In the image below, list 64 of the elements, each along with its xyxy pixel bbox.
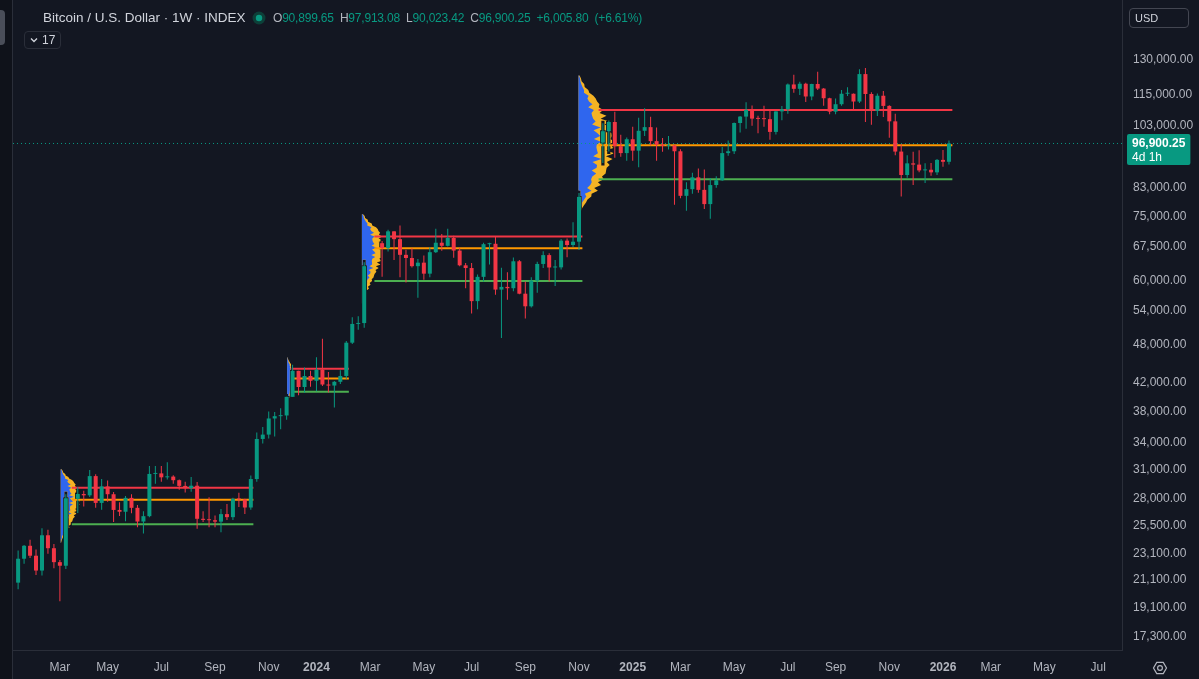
- candlestick: [672, 144, 677, 205]
- x-tick-label: Jul: [780, 659, 796, 674]
- candlestick: [278, 408, 283, 430]
- candlestick: [207, 497, 212, 528]
- x-tick-label: Jul: [1090, 659, 1106, 674]
- y-tick-label: 48,000.00: [1133, 336, 1187, 351]
- y-tick-label: 103,000.00: [1133, 118, 1194, 133]
- x-tick-label: May: [412, 659, 436, 674]
- y-tick-label: 38,000.00: [1133, 403, 1187, 418]
- x-tick-label: 2025: [619, 659, 647, 674]
- y-tick-label: 23,100.00: [1133, 546, 1187, 561]
- y-tick-label: 75,000.00: [1133, 209, 1187, 224]
- x-tick-label: Mar: [359, 659, 381, 674]
- x-tick-label: Jul: [153, 659, 169, 674]
- text: 4d 1h: [1132, 149, 1163, 164]
- text: O90,899.65 H97,913.08 L90,023.42 C96,900.25 +6,005.80 (+6.61%): [273, 11, 642, 25]
- annotation: 17: [42, 33, 56, 47]
- y-tick-label: 67,500.00: [1133, 239, 1187, 254]
- y-tick-label: 21,100.00: [1133, 571, 1187, 586]
- candlestick: [201, 511, 206, 523]
- ref-line-label: 96,900.25: [1132, 135, 1186, 150]
- y-tick-label: 54,000.00: [1133, 303, 1187, 318]
- candlestick: [487, 242, 492, 265]
- candlestick: [356, 316, 361, 330]
- x-tick-label: 2024: [303, 659, 331, 674]
- currency-dropdown: USD: [1129, 8, 1189, 28]
- x-tick-label: Nov: [258, 659, 280, 674]
- y-tick-label: 19,100.00: [1133, 600, 1187, 615]
- x-tick-label: 2026: [929, 659, 957, 674]
- x-tick-label: Nov: [568, 659, 590, 674]
- candlestick: [403, 249, 408, 283]
- candlestick: [654, 127, 659, 161]
- x-tick-label: Mar: [49, 659, 71, 674]
- candlestick: [153, 465, 158, 484]
- x-tick-label: Sep: [824, 659, 847, 674]
- x-tick-label: Mar: [670, 659, 691, 674]
- candlestick: [923, 163, 928, 183]
- y-tick-label: 130,000.00: [1133, 51, 1194, 66]
- x-tick-label: May: [96, 659, 119, 674]
- candlestick: [165, 462, 170, 480]
- y-tick-label: 17,300.00: [1133, 628, 1187, 643]
- toggle-button: 17: [24, 31, 62, 49]
- x-tick-label: Nov: [878, 659, 900, 674]
- candlestick: [236, 492, 241, 507]
- x-tick-label: Jul: [463, 659, 480, 674]
- y-tick-label: 34,000.00: [1133, 435, 1187, 450]
- y-tick-label: 115,000.00: [1133, 86, 1193, 101]
- text: Bitcoin / U.S. Dollar · 1W · INDEX: [43, 10, 246, 25]
- y-tick-label: 31,000.00: [1133, 461, 1187, 476]
- y-tick-label: 42,000.00: [1133, 374, 1187, 389]
- candlestick: [499, 267, 504, 338]
- y-tick-label: 60,000.00: [1133, 272, 1187, 287]
- x-tick-label: Sep: [204, 659, 227, 674]
- candlestick: [911, 151, 916, 186]
- candlestick: [326, 372, 331, 393]
- x-tick-label: Sep: [514, 659, 537, 674]
- y-tick-label: 83,000.00: [1133, 180, 1187, 195]
- candlestick: [553, 259, 558, 286]
- x-tick-label: May: [1033, 659, 1056, 674]
- x-tick-label: Mar: [980, 659, 1002, 674]
- candlestick: [57, 559, 62, 602]
- y-tick-label: 25,500.00: [1133, 517, 1187, 532]
- x-tick-label: May: [722, 659, 746, 674]
- y-tick-label: 28,000.00: [1133, 491, 1187, 505]
